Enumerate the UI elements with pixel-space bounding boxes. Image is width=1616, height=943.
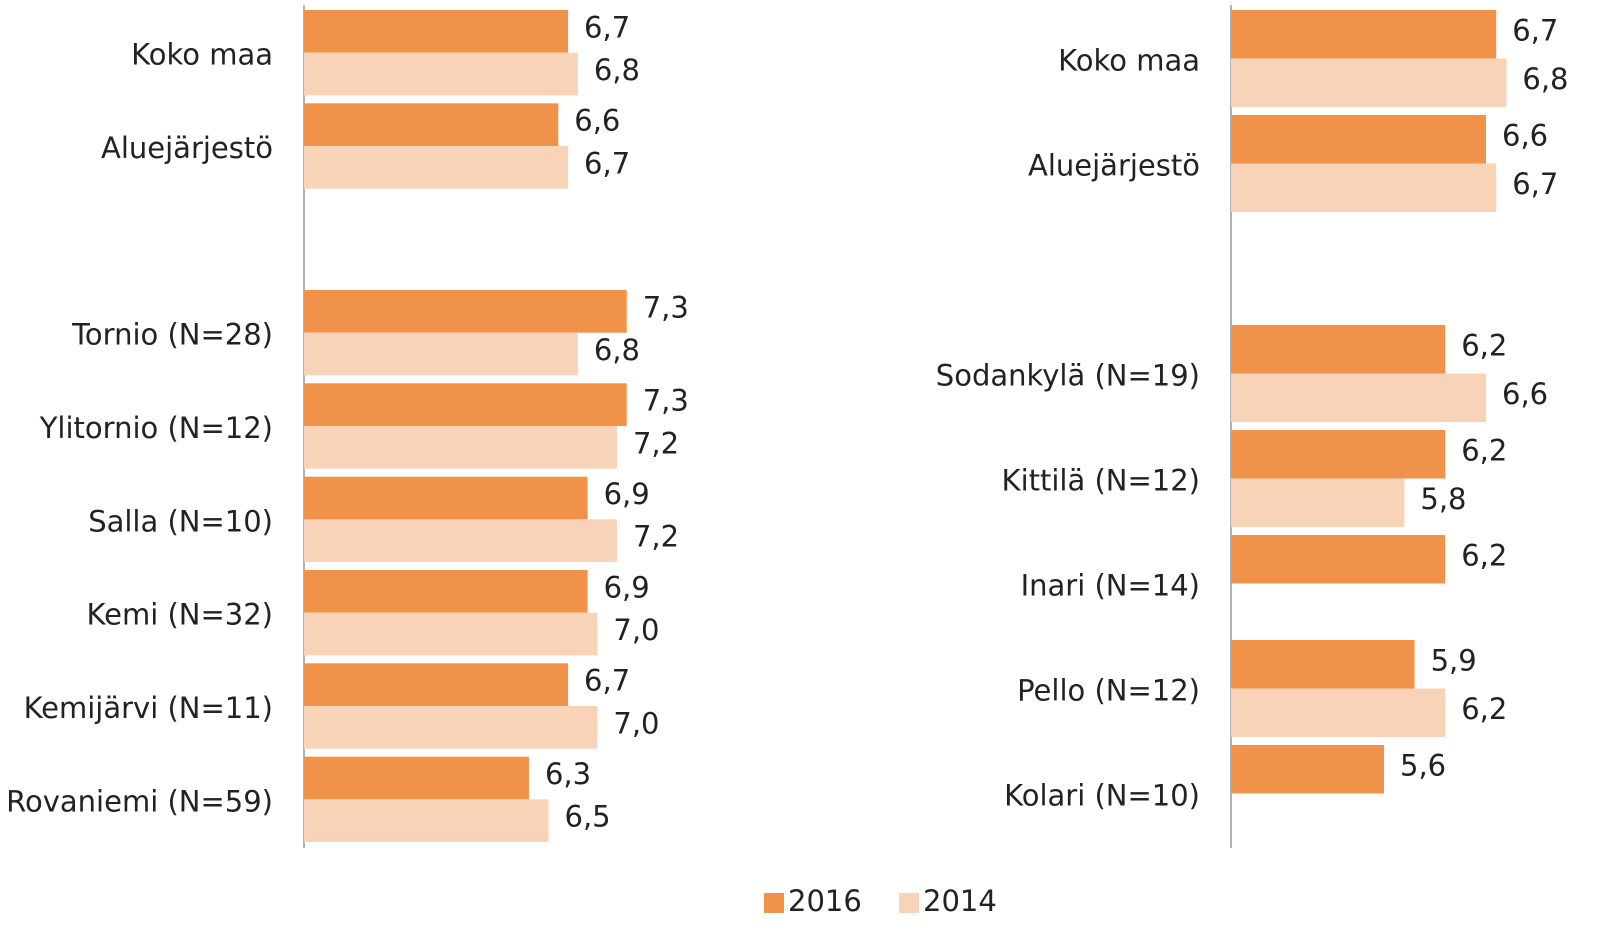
bar — [304, 706, 598, 749]
category-label: Sodankylä (N=19) — [936, 359, 1200, 393]
category-label: Tornio (N=28) — [71, 318, 273, 352]
value-label: 6,8 — [1522, 62, 1568, 96]
legend-label: 2016 — [788, 884, 862, 918]
value-label: 6,6 — [574, 104, 620, 138]
bar — [1231, 10, 1497, 59]
bar — [1231, 535, 1446, 584]
value-label: 6,7 — [1512, 13, 1558, 47]
bar — [1231, 115, 1486, 164]
value-label: 6,2 — [1461, 328, 1507, 362]
value-label: 6,7 — [1512, 167, 1558, 201]
value-label: 5,9 — [1431, 643, 1477, 677]
category-label: Koko maa — [131, 38, 273, 72]
bar — [304, 52, 578, 96]
bar — [304, 10, 569, 53]
category-label: Ylitornio (N=12) — [39, 411, 273, 445]
bar — [1231, 325, 1446, 374]
bar — [304, 570, 588, 613]
category-label: Inari (N=14) — [1021, 569, 1200, 603]
value-label: 6,2 — [1461, 433, 1507, 467]
value-label: 6,7 — [584, 664, 630, 698]
value-label: 6,2 — [1461, 538, 1507, 572]
bar — [304, 426, 617, 469]
bar — [304, 756, 529, 800]
category-label: Rovaniemi (N=59) — [6, 784, 273, 818]
bar — [1231, 163, 1497, 212]
bar — [304, 383, 627, 426]
value-label: 6,9 — [604, 570, 650, 604]
bar — [304, 799, 549, 842]
category-label: Aluejärjestö — [1028, 149, 1200, 183]
category-label: Koko maa — [1058, 44, 1200, 78]
value-label: 7,2 — [633, 426, 679, 460]
category-label: Kolari (N=10) — [1004, 779, 1200, 813]
legend-swatch — [764, 893, 784, 913]
bar — [1231, 430, 1446, 479]
value-label: 5,8 — [1420, 482, 1466, 516]
category-label: Kemi (N=32) — [87, 598, 273, 632]
value-label: 7,3 — [643, 290, 689, 324]
category-label: Kemijärvi (N=11) — [24, 691, 273, 725]
value-label: 6,3 — [545, 757, 591, 791]
bar — [1231, 478, 1405, 527]
value-label: 6,9 — [604, 477, 650, 511]
bar — [1231, 745, 1384, 794]
category-label: Pello (N=12) — [1017, 674, 1200, 708]
bar — [1231, 373, 1486, 422]
value-label: 6,7 — [584, 146, 630, 180]
bar — [304, 612, 598, 656]
value-label: 7,3 — [643, 384, 689, 418]
bar — [304, 519, 617, 562]
value-label: 7,2 — [633, 520, 679, 554]
value-label: 6,8 — [594, 333, 640, 367]
bar — [1231, 688, 1446, 737]
category-label: Salla (N=10) — [88, 504, 273, 538]
value-label: 6,2 — [1461, 692, 1507, 726]
bar — [304, 332, 578, 376]
value-label: 6,5 — [565, 800, 611, 834]
value-label: 5,6 — [1400, 748, 1446, 782]
bar — [304, 146, 569, 189]
value-label: 6,6 — [1502, 377, 1548, 411]
value-label: 6,8 — [594, 53, 640, 87]
legend-label: 2014 — [923, 884, 997, 918]
bar — [304, 290, 627, 333]
bar — [1231, 58, 1507, 107]
value-label: 7,0 — [613, 706, 659, 740]
value-label: 7,0 — [613, 613, 659, 647]
category-label: Kittilä (N=12) — [1002, 464, 1200, 498]
value-label: 6,6 — [1502, 118, 1548, 152]
bar — [304, 103, 559, 146]
bar — [304, 663, 569, 706]
legend-swatch — [899, 893, 919, 913]
bar — [304, 476, 588, 520]
category-label: Aluejärjestö — [101, 131, 273, 165]
value-label: 6,7 — [584, 10, 630, 44]
bar — [1231, 640, 1415, 689]
